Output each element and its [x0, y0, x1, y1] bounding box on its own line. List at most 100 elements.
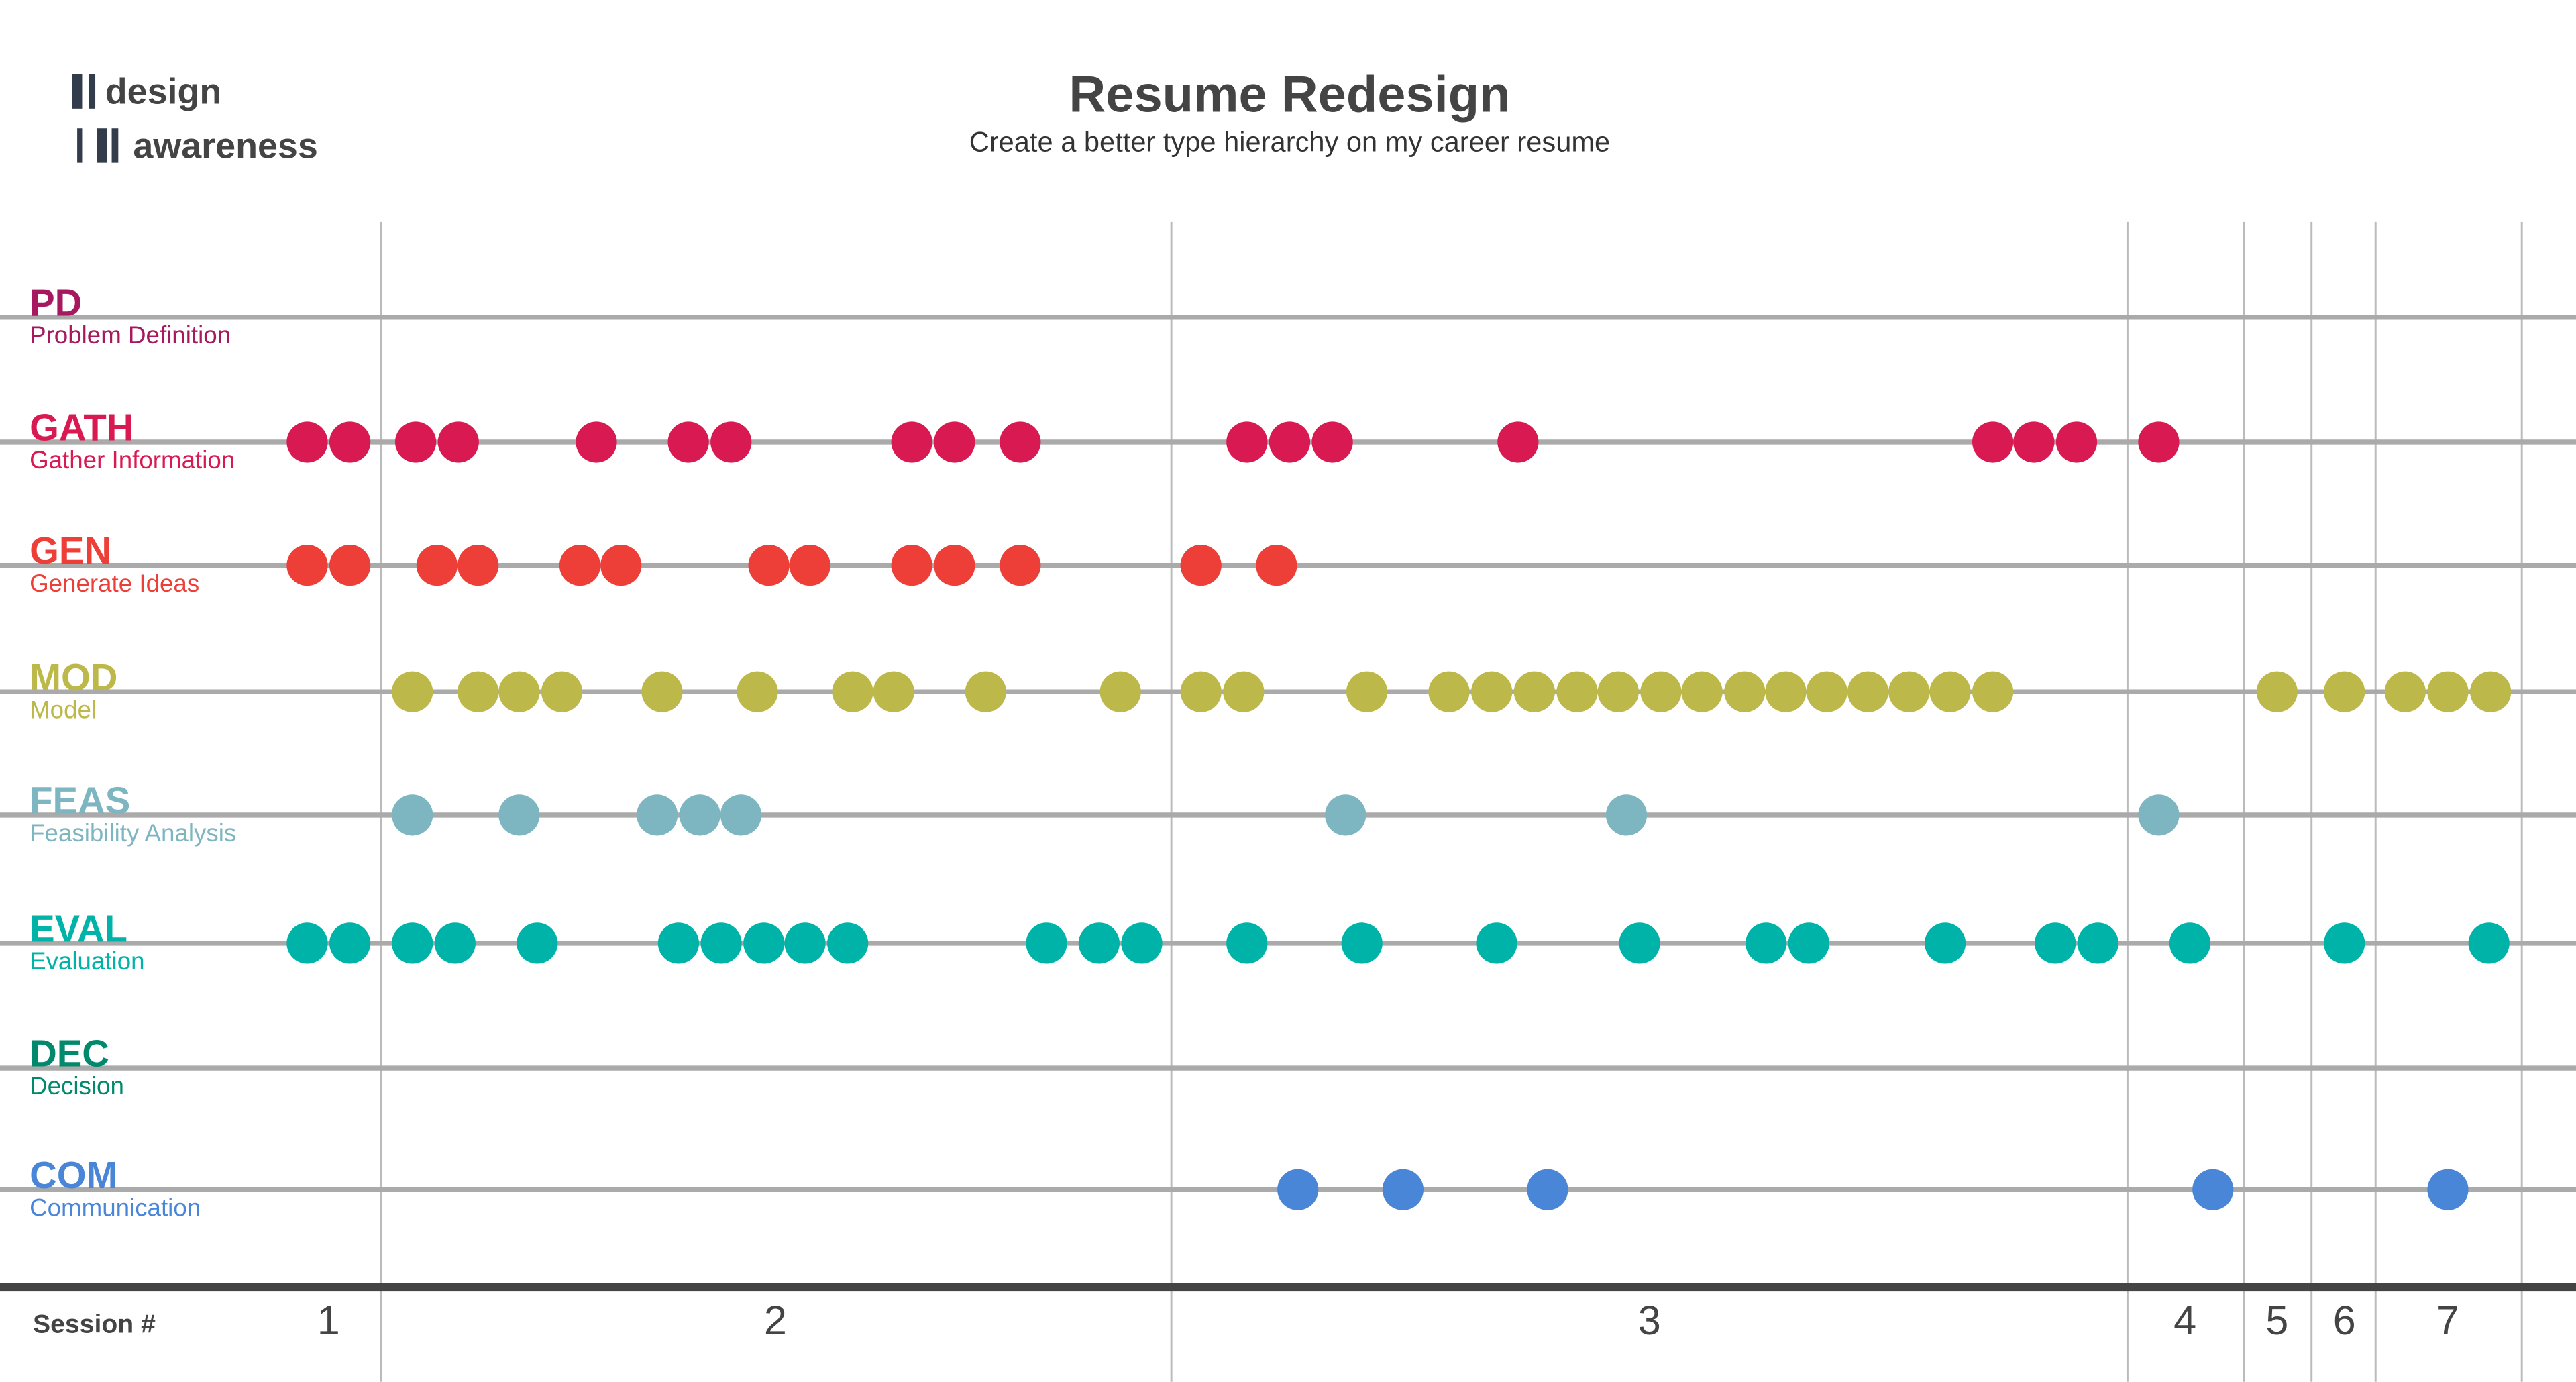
logo-line1: design — [105, 71, 222, 111]
data-point — [2035, 922, 2076, 964]
data-point — [2077, 922, 2118, 964]
data-point — [1888, 671, 1930, 712]
data-point — [934, 545, 975, 586]
data-point — [458, 671, 499, 712]
data-point — [1640, 671, 1682, 712]
row-name: Communication — [30, 1193, 201, 1221]
data-point — [743, 922, 785, 964]
data-point — [437, 421, 479, 463]
data-point — [2324, 922, 2365, 964]
logo-bar — [72, 74, 83, 109]
row-abbr: EVAL — [30, 907, 127, 949]
data-point — [1000, 421, 1041, 463]
data-point — [710, 421, 752, 463]
x-axis-line — [0, 1283, 2576, 1292]
row-name: Model — [30, 696, 97, 723]
data-point — [1226, 421, 1268, 463]
data-point — [392, 671, 433, 712]
data-point — [1847, 671, 1889, 712]
data-point — [286, 922, 328, 964]
session-tick-label: 5 — [2265, 1297, 2288, 1343]
data-point — [1269, 421, 1311, 463]
data-point — [789, 545, 830, 586]
row-name: Problem Definition — [30, 321, 231, 349]
data-point — [1311, 421, 1353, 463]
data-point — [965, 671, 1006, 712]
row-name: Gather Information — [30, 446, 235, 474]
session-tick-label: 2 — [764, 1297, 787, 1343]
data-point — [1527, 1169, 1568, 1210]
data-point — [636, 794, 678, 836]
data-point — [1121, 922, 1163, 964]
data-point — [329, 421, 371, 463]
data-point — [1724, 671, 1766, 712]
data-point — [873, 671, 914, 712]
data-point — [416, 545, 458, 586]
data-point — [458, 545, 499, 586]
session-tick-label: 3 — [1638, 1297, 1661, 1343]
data-point — [1806, 671, 1847, 712]
row-abbr: DEC — [30, 1032, 109, 1075]
data-point — [934, 421, 975, 463]
row-abbr: FEAS — [30, 779, 130, 821]
data-point — [498, 671, 540, 712]
data-point — [286, 545, 328, 586]
data-point — [748, 545, 790, 586]
data-point — [720, 794, 762, 836]
data-point — [1497, 421, 1539, 463]
data-point — [2169, 922, 2211, 964]
data-point — [1788, 922, 1829, 964]
row-abbr: COM — [30, 1154, 117, 1196]
data-point — [329, 922, 371, 964]
row-name: Evaluation — [30, 947, 144, 975]
data-point — [2324, 671, 2365, 712]
data-point — [1346, 671, 1388, 712]
data-point — [832, 671, 873, 712]
data-point — [559, 545, 601, 586]
data-point — [1513, 671, 1555, 712]
data-point — [1226, 922, 1268, 964]
session-tick-label: 4 — [2174, 1297, 2196, 1343]
data-point — [2468, 922, 2510, 964]
data-point — [700, 922, 742, 964]
data-point — [2138, 421, 2180, 463]
data-point — [517, 922, 558, 964]
data-point — [1619, 922, 1660, 964]
data-point — [2055, 421, 2098, 463]
data-point — [1972, 671, 2014, 712]
data-point — [1476, 922, 1517, 964]
row-name: Decision — [30, 1072, 124, 1100]
data-point — [434, 922, 476, 964]
grid — [380, 221, 2523, 1382]
data-point — [329, 545, 371, 586]
data-point — [2013, 421, 2055, 463]
session-tick-label: 1 — [317, 1297, 340, 1343]
data-point — [679, 794, 720, 836]
data-point — [498, 794, 540, 836]
data-point — [392, 922, 433, 964]
data-point — [1605, 794, 1648, 836]
data-point — [1256, 545, 1297, 586]
data-point — [641, 671, 683, 712]
data-point — [1597, 671, 1639, 712]
row-abbr: GATH — [30, 407, 133, 449]
chart-subtitle: Create a better type hierarchy on my car… — [969, 126, 1611, 158]
row-name: Feasibility Analysis — [30, 819, 236, 847]
data-point — [1341, 922, 1383, 964]
data-point — [1382, 1169, 1424, 1210]
logo: design awareness — [72, 71, 318, 166]
data-point — [1471, 671, 1513, 712]
data-point — [1929, 671, 1971, 712]
data-point — [394, 421, 437, 463]
data-point — [1078, 922, 1120, 964]
data-point — [1765, 671, 1807, 712]
data-point — [1681, 671, 1723, 712]
row-name: Generate Ideas — [30, 570, 199, 597]
data-point — [2256, 671, 2298, 712]
